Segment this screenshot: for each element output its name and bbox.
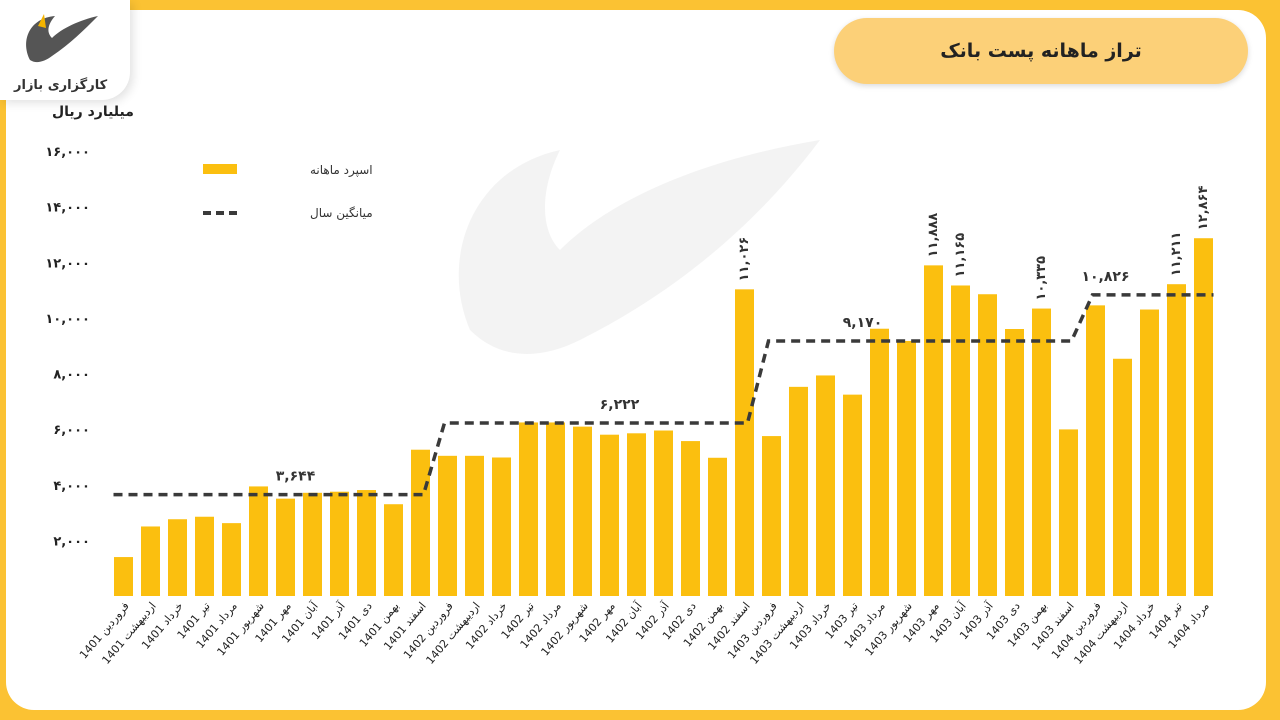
bar: [654, 430, 673, 596]
bar: [816, 375, 835, 596]
bar: [465, 455, 484, 596]
y-tick-label: ۱۰,۰۰۰: [45, 312, 90, 327]
bar: [249, 486, 268, 596]
bar-value-label: ۱۱,۱۶۵: [953, 233, 968, 278]
bar: [762, 436, 781, 596]
y-tick-label: ۱۴,۰۰۰: [45, 201, 90, 216]
bar-value-label: ۱۱,۸۸۸: [926, 213, 941, 258]
bar: [546, 422, 565, 596]
logo: کارگزاری بازار: [0, 0, 130, 100]
bar: [330, 491, 349, 596]
bar: [222, 523, 241, 596]
bar-value-label: ۱۱,۲۱۱: [1169, 232, 1184, 277]
bar: [978, 294, 997, 596]
title-banner: تراز ماهانه پست بانک: [834, 18, 1248, 84]
bar: [303, 492, 322, 596]
bar: [1113, 358, 1132, 596]
y-axis-label: میلیارد ریال: [52, 104, 134, 120]
y-tick-label: ۲,۰۰۰: [53, 534, 90, 549]
bar: [1005, 329, 1024, 596]
logo-bird-icon: [26, 14, 98, 63]
bar: [681, 441, 700, 596]
logo-text: کارگزاری بازار: [14, 78, 108, 93]
average-value-label: ۹,۱۷۰: [843, 315, 883, 331]
bar: [168, 519, 187, 596]
bar: [897, 340, 916, 596]
bar: [924, 265, 943, 596]
bar: [1059, 429, 1078, 596]
bar: [276, 498, 295, 596]
bar: [789, 386, 808, 596]
bar: [384, 504, 403, 596]
legend-label-average: میانگین سال: [310, 206, 373, 221]
bar: [519, 422, 538, 596]
bar: [843, 394, 862, 596]
average-value-label: ۱۰,۸۲۶: [1081, 269, 1129, 285]
bar: [1194, 238, 1213, 596]
average-value-label: ۳,۶۴۴: [276, 469, 316, 485]
bar: [951, 285, 970, 596]
y-tick-label: ۴,۰۰۰: [53, 479, 90, 494]
bar: [411, 449, 430, 596]
bar: [1032, 308, 1051, 596]
bar: [573, 426, 592, 596]
bar-value-label: ۱۰,۳۳۵: [1034, 256, 1049, 301]
y-tick-label: ۶,۰۰۰: [53, 423, 90, 438]
bar: [1140, 309, 1159, 596]
average-line: [113, 293, 1214, 497]
bar: [600, 434, 619, 596]
bar: [627, 433, 646, 596]
bar: [1086, 305, 1105, 596]
legend-bar-swatch: [203, 164, 237, 174]
legend-label-monthly: اسپرد ماهانه: [310, 163, 373, 178]
chart-title: تراز ماهانه پست بانک: [940, 40, 1142, 62]
watermark-bird-icon: [458, 140, 820, 354]
bar: [195, 516, 214, 596]
bar: [492, 457, 511, 596]
y-tick-label: ۱۶,۰۰۰: [45, 145, 90, 160]
bar: [141, 526, 160, 596]
average-value-label: ۶,۲۲۲: [600, 397, 640, 413]
bar: [735, 289, 754, 596]
y-tick-label: ۸,۰۰۰: [53, 368, 90, 383]
bar: [870, 328, 889, 596]
bar: [357, 490, 376, 596]
bar: [438, 455, 457, 596]
bar: [1167, 284, 1186, 596]
bar: [708, 457, 727, 596]
bar: [114, 557, 133, 596]
y-tick-label: ۱۲,۰۰۰: [45, 256, 90, 271]
bar-value-label: ۱۲,۸۶۴: [1196, 186, 1211, 231]
bar-value-label: ۱۱,۰۲۶: [737, 237, 752, 282]
